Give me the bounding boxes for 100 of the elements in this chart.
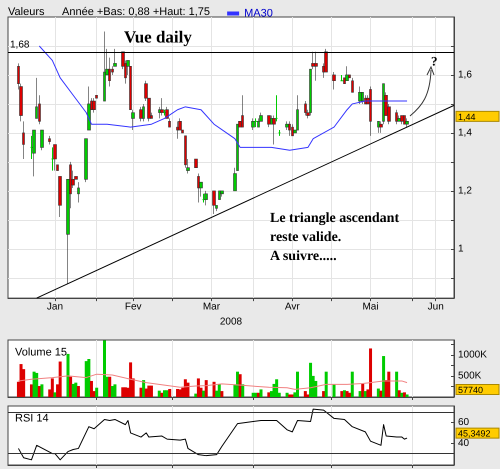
bar [387,372,390,397]
bar [332,384,336,397]
candlestick [296,94,299,130]
bar [58,362,62,397]
bar [395,372,398,397]
candlestick [142,104,145,122]
bar [398,390,401,397]
annotation: Année +Bas: 0,88 +Haut: 1,75 [62,6,210,18]
candlestick [267,115,271,128]
candlestick [379,121,383,134]
bar [304,391,307,397]
candlestick [288,121,291,136]
y-tick-label: 60 [458,417,470,428]
candlestick [382,83,385,125]
bar [346,391,349,397]
bar [259,389,262,397]
bar [348,392,352,397]
candlestick [351,78,354,93]
candlestick [377,121,380,134]
candlestick [204,190,208,206]
candlestick [241,94,244,128]
candlestick [400,115,404,125]
text: 57740 [458,384,484,395]
bar [241,384,244,397]
text: RSI 14 [15,412,49,424]
x-tick-label: Mai [362,302,379,313]
bar [186,382,190,397]
line-series [18,408,408,460]
candlestick [53,144,57,171]
annotation: Vue daily [124,28,192,46]
candlestick [340,74,344,82]
candlestick [314,51,318,82]
candlestick [291,124,294,136]
bar [204,380,208,397]
bar [144,388,148,397]
bar [275,379,278,397]
candlestick [309,68,312,116]
candlestick [32,130,36,177]
candlestick [51,146,54,172]
candlestick [87,86,91,130]
bar [113,384,116,397]
y-tick-label: 1000K [458,349,488,360]
annotation: Valeurs [8,6,45,18]
candlestick [369,86,372,136]
bar [218,384,221,397]
candlestick [332,72,336,90]
candlestick [103,31,106,102]
candlestick [113,48,117,67]
bar [324,372,328,397]
bar [168,388,172,397]
y-tick-label: 1,4 [458,127,472,138]
candlestick [202,193,205,203]
x-tick-label: Mar [202,302,221,313]
bar [220,391,224,397]
candlestick [275,94,278,122]
candlestick [77,182,80,203]
x-axis-title: 2008 [220,316,243,328]
bar [252,392,255,397]
line-series [38,45,408,151]
bar [40,384,44,397]
candlestick [405,118,409,128]
bar [66,354,70,397]
candlestick [220,190,224,197]
candlestick [272,115,276,145]
candlestick [48,136,51,145]
candlestick [251,118,255,130]
ref-line-label: 1,68 [10,39,30,50]
y-tick-label: 500K [458,370,482,382]
x-tick-label: Avr [284,302,300,313]
bar [76,386,80,397]
bar [50,378,54,397]
candlestick [395,109,398,125]
bar [90,380,93,397]
annotation: ? [431,54,438,68]
line-series [18,374,408,390]
candlestick [254,118,258,128]
bar [35,372,38,397]
legend-label: MA30 [244,8,273,20]
candlestick [212,190,216,214]
y-tick-label: 1,2 [458,185,472,196]
text: Volume 15 [15,346,67,358]
bar [296,372,300,397]
x-tick-label: Jan [46,302,64,313]
bar [69,376,72,397]
bar [406,394,409,397]
candlestick [194,158,198,168]
candlestick [278,130,281,136]
text: 45,3492 [458,428,491,439]
candlestick [176,121,179,140]
candlestick [139,106,143,122]
bar [361,384,364,397]
bar [95,388,98,397]
bar [369,348,372,397]
bar [288,394,292,397]
y-tick-label: 1,6 [458,69,472,80]
y-tick-label: 40 [458,438,470,449]
bar [108,376,112,397]
x-tick-label: Jun [428,302,444,313]
candlestick [40,130,44,151]
bar [87,359,90,397]
